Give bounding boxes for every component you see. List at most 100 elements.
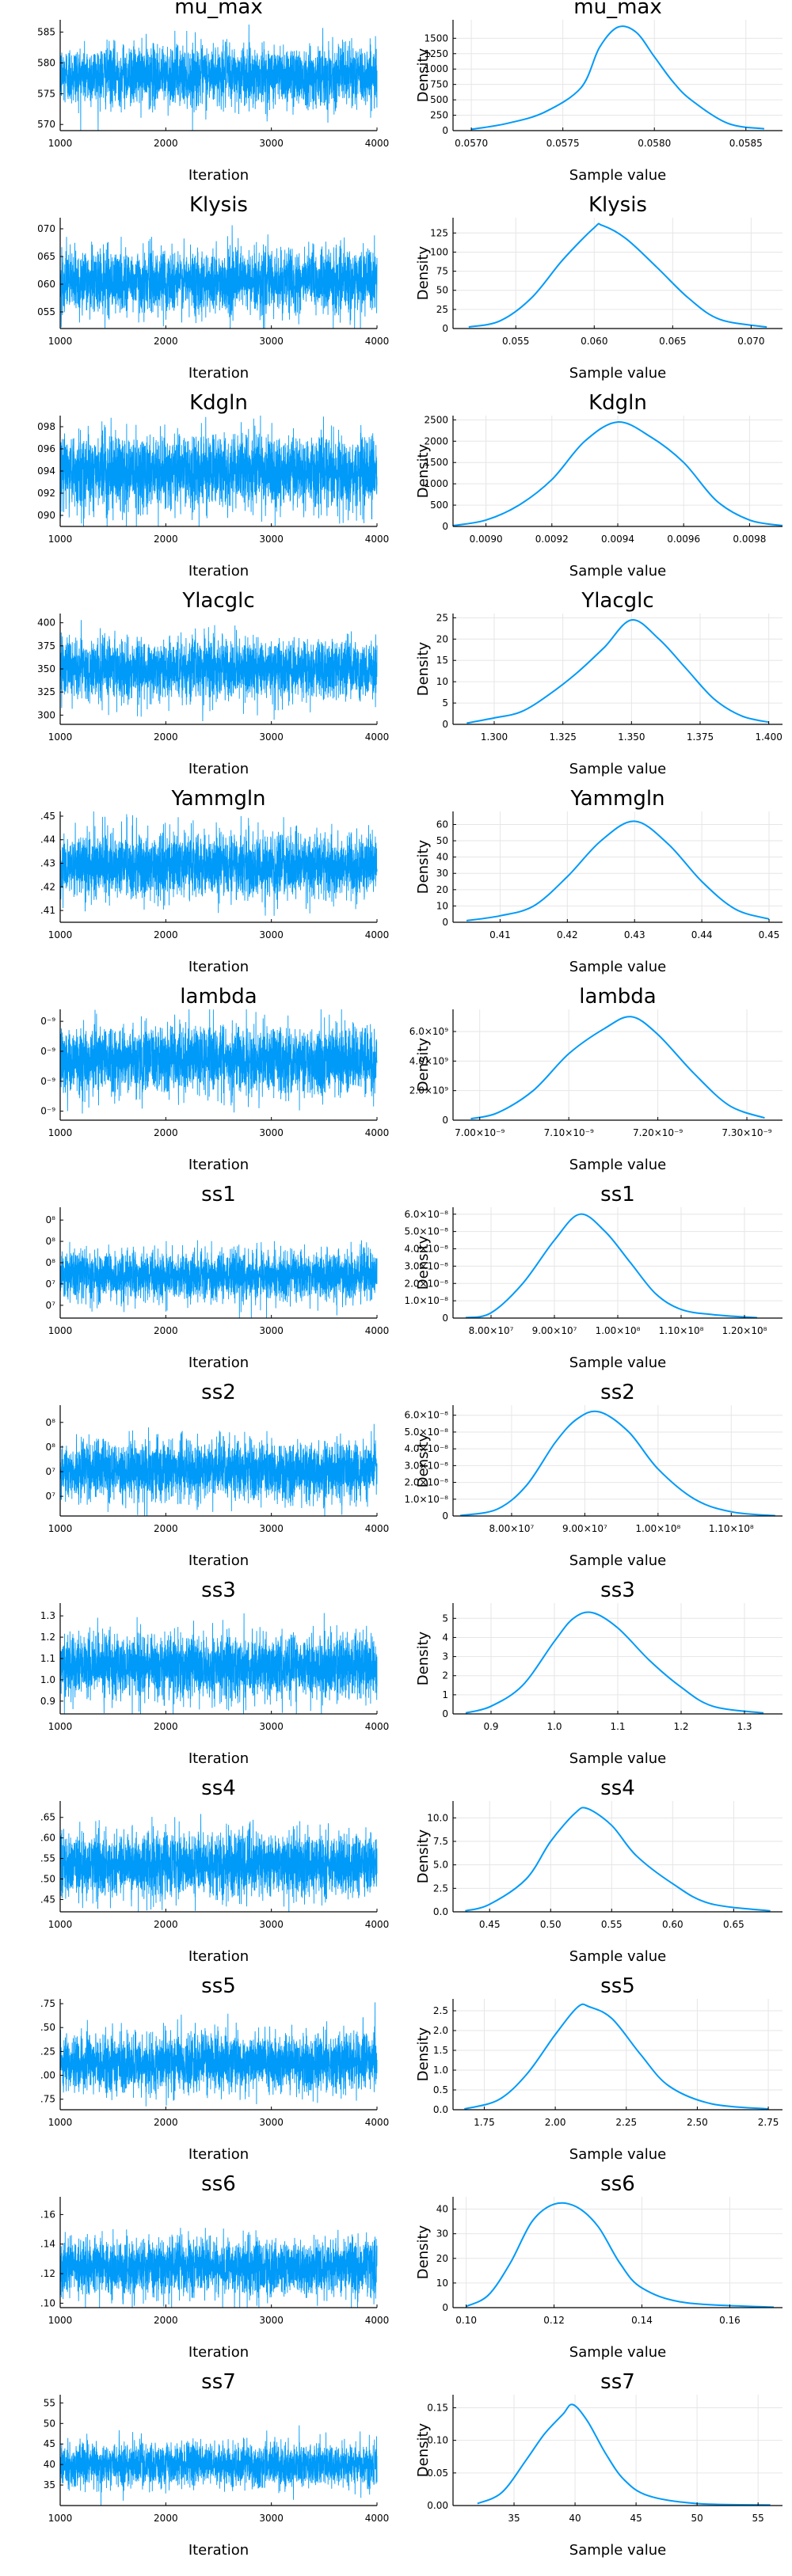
density-curve bbox=[464, 2003, 769, 2110]
x-tick-label: 4000 bbox=[365, 1325, 390, 1336]
density-curve bbox=[477, 2403, 771, 2506]
x-tick-label: 1.10×10⁸ bbox=[709, 1523, 754, 1534]
density-panel-1: mu_max 0.0570 0.0575 0.0580 0.0585 0 250 500 750… bbox=[415, 0, 782, 184]
x-tick-label: 4000 bbox=[365, 1721, 390, 1732]
y-tick-label: 060 bbox=[37, 279, 55, 290]
y-tick-label: .45 bbox=[40, 811, 55, 822]
x-tick-label: 3000 bbox=[259, 929, 284, 940]
y-tick-label: 0⁸ bbox=[46, 1236, 56, 1247]
x-axis-label: Iteration bbox=[188, 2344, 249, 2361]
panel-title: Yammgln bbox=[569, 787, 664, 811]
x-axis-label: Sample value bbox=[569, 1354, 666, 1371]
x-tick-label: 1.350 bbox=[618, 731, 645, 743]
x-tick-label: 3000 bbox=[259, 1325, 284, 1336]
density-panel-7: Ylacglc 1.300 1.325 1.350 1.375 1.400 0 5 10 15 20… bbox=[415, 589, 782, 777]
x-tick-label: 0.0096 bbox=[667, 534, 700, 545]
x-tick-label: 1.75 bbox=[474, 2117, 495, 2128]
y-tick-label: 065 bbox=[37, 251, 55, 262]
x-tick-label: 3000 bbox=[259, 1523, 284, 1534]
panel-title: Kdgln bbox=[189, 391, 248, 415]
x-axis-label: Iteration bbox=[188, 1948, 249, 1965]
x-tick-label: 45 bbox=[630, 2513, 642, 2524]
y-tick-label: 0 bbox=[442, 2302, 448, 2313]
x-tick-label: 2000 bbox=[154, 534, 178, 545]
x-tick-label: 1000 bbox=[48, 1127, 73, 1138]
panel-title: ss6 bbox=[201, 2172, 236, 2196]
y-axis-label: Density bbox=[415, 443, 432, 498]
panel-title: ss7 bbox=[201, 2370, 236, 2394]
y-tick-label: 0 bbox=[442, 1510, 448, 1522]
x-tick-label: 0.0090 bbox=[470, 534, 503, 545]
x-axis-label: Sample value bbox=[569, 1157, 666, 1173]
y-tick-label: 0⁻⁹ bbox=[40, 1046, 55, 1057]
panel-title: lambda bbox=[579, 985, 656, 1009]
y-tick-label: 6.0×10⁹ bbox=[409, 1026, 448, 1037]
x-tick-label: 3000 bbox=[259, 1919, 284, 1930]
x-tick-label: 3000 bbox=[259, 2513, 284, 2524]
x-tick-label: 3000 bbox=[259, 1721, 284, 1732]
trace-line bbox=[59, 415, 378, 527]
x-tick-label: 9.00×10⁷ bbox=[532, 1325, 577, 1336]
x-tick-label: 1.375 bbox=[687, 731, 714, 743]
y-tick-label: 325 bbox=[37, 686, 55, 697]
panel-title: lambda bbox=[180, 985, 257, 1009]
density-panel-11: lambda 7.00×10⁻⁹ 7.10×10⁻⁹ 7.20×10⁻⁹ 7.30×10… bbox=[409, 985, 782, 1173]
x-tick-label: 55 bbox=[752, 2513, 764, 2524]
x-tick-label: 1.0 bbox=[546, 1721, 562, 1732]
panel-title: ss4 bbox=[600, 1776, 635, 1800]
x-tick-label: 0.12 bbox=[543, 2315, 565, 2326]
panel-title: ss3 bbox=[201, 1579, 236, 1602]
y-tick-label: 5 bbox=[442, 1613, 448, 1624]
y-tick-label: 10.0 bbox=[427, 1812, 448, 1823]
panel-title: ss1 bbox=[600, 1183, 635, 1206]
x-tick-label: 2000 bbox=[154, 336, 178, 347]
x-tick-label: 4000 bbox=[365, 534, 390, 545]
y-tick-label: 0 bbox=[442, 323, 448, 334]
y-tick-label: 4.0×10⁻⁸ bbox=[404, 1244, 448, 1255]
trace-panel-20: ss5 1000 2000 3000 4000 .75 .00 .25 .50 .75 Iterat… bbox=[40, 1974, 389, 2163]
density-curve bbox=[465, 1807, 771, 1912]
y-tick-label: 3.0×10⁻⁸ bbox=[404, 1460, 448, 1471]
x-tick-label: 0.0585 bbox=[729, 138, 763, 149]
y-tick-label: 0⁻⁹ bbox=[40, 1076, 55, 1087]
y-tick-label: 0⁷ bbox=[46, 1466, 56, 1477]
x-tick-label: 4000 bbox=[365, 2513, 390, 2524]
y-tick-label: 350 bbox=[37, 663, 55, 674]
y-tick-label: 2 bbox=[442, 1670, 448, 1681]
panel-title: Ylacglc bbox=[181, 589, 254, 613]
x-tick-label: 0.0580 bbox=[638, 138, 671, 149]
x-tick-label: 0.43 bbox=[624, 929, 645, 940]
x-tick-label: 1.1 bbox=[610, 1721, 625, 1732]
y-tick-label: 0⁸ bbox=[46, 1417, 56, 1428]
x-axis-label: Iteration bbox=[188, 761, 249, 777]
y-axis-label: Density bbox=[415, 1631, 432, 1685]
x-axis-label: Iteration bbox=[188, 959, 249, 975]
y-tick-label: 0 bbox=[442, 1708, 448, 1719]
x-tick-label: 7.00×10⁻⁹ bbox=[455, 1127, 505, 1138]
x-tick-label: 0.0575 bbox=[546, 138, 580, 149]
x-tick-label: 2000 bbox=[154, 2117, 178, 2128]
x-tick-label: 4000 bbox=[365, 1523, 390, 1534]
density-panel-5: Kdgln 0.0090 0.0092 0.0094 0.0096 0.0098 0 500 1… bbox=[415, 391, 783, 579]
x-tick-label: 1.20×10⁸ bbox=[722, 1325, 767, 1336]
trace-panel-14: ss2 1000 2000 3000 4000 0⁷ 0⁷ 0⁸ 0⁸ Iteration bbox=[46, 1381, 390, 1569]
y-tick-label: 098 bbox=[37, 421, 55, 432]
panel-title: Ylacglc bbox=[581, 589, 653, 613]
y-tick-label: 0 bbox=[442, 125, 448, 136]
x-axis-label: Iteration bbox=[188, 167, 249, 184]
density-panel-13: ss1 8.00×10⁷ 9.00×10⁷ 1.00×10⁸ 1.10×10⁸ 1.20×… bbox=[404, 1183, 782, 1371]
x-tick-label: 4000 bbox=[365, 336, 390, 347]
y-tick-label: 4.0×10⁹ bbox=[409, 1055, 448, 1066]
x-tick-label: 40 bbox=[569, 2513, 581, 2524]
x-tick-label: 7.30×10⁻⁹ bbox=[722, 1127, 771, 1138]
y-tick-label: 25 bbox=[436, 612, 448, 623]
trace-line bbox=[59, 24, 378, 131]
x-tick-label: 0.070 bbox=[737, 336, 764, 347]
x-tick-label: 2000 bbox=[154, 1523, 178, 1534]
panel-title: ss2 bbox=[201, 1381, 236, 1404]
y-tick-label: 0⁸ bbox=[46, 1257, 56, 1268]
y-tick-label: 40 bbox=[436, 852, 448, 863]
trace-line bbox=[59, 620, 378, 722]
y-tick-label: 50 bbox=[436, 835, 448, 846]
